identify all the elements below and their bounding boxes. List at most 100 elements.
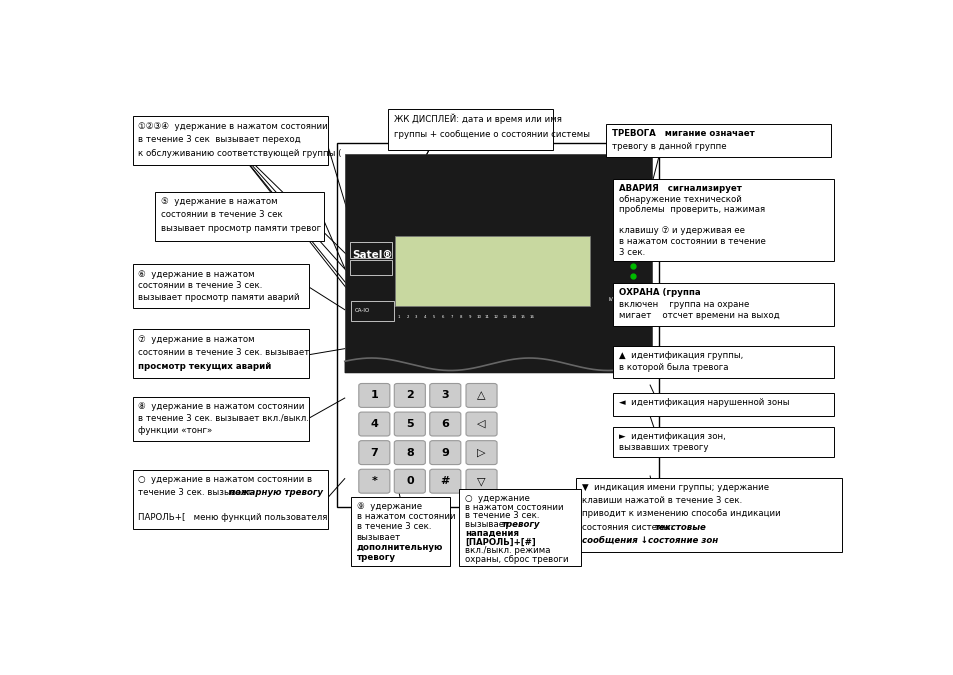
Text: 12: 12: [494, 315, 498, 319]
Text: ЖК ДИСПЛЕЙ: дата и время или имя: ЖК ДИСПЛЕЙ: дата и время или имя: [394, 114, 560, 124]
Text: IV: IV: [608, 297, 613, 302]
FancyBboxPatch shape: [465, 383, 497, 408]
FancyBboxPatch shape: [358, 383, 390, 408]
Text: 8: 8: [459, 315, 461, 319]
FancyBboxPatch shape: [465, 441, 497, 464]
Text: течение 3 сек. вызывает: течение 3 сек. вызывает: [138, 488, 254, 497]
Text: 15: 15: [520, 315, 525, 319]
Text: в течение 3 сек.: в течение 3 сек.: [465, 512, 539, 520]
Text: ◁: ◁: [476, 419, 485, 429]
Text: 9: 9: [468, 315, 471, 319]
Text: ○  удержание: ○ удержание: [465, 494, 530, 503]
Text: 4: 4: [370, 419, 378, 429]
Text: нападения: нападения: [465, 529, 518, 538]
Text: 6: 6: [441, 419, 449, 429]
Text: в которой была тревога: в которой была тревога: [618, 363, 728, 372]
Text: к обслуживанию соответствующей группы (: к обслуживанию соответствующей группы (: [138, 148, 341, 157]
Text: ◄  идентификация нарушенной зоны: ◄ идентификация нарушенной зоны: [618, 398, 789, 407]
Text: Satel®: Satel®: [352, 250, 393, 260]
Text: *: *: [371, 476, 376, 486]
Text: АВАРИЯ   сигнализирует: АВАРИЯ сигнализирует: [618, 184, 741, 193]
Text: ⑥  удержание в нажатом: ⑥ удержание в нажатом: [138, 270, 254, 279]
FancyBboxPatch shape: [429, 412, 460, 436]
FancyBboxPatch shape: [132, 397, 309, 441]
Text: ①②③④  удержание в нажатом состоянии: ①②③④ удержание в нажатом состоянии: [138, 122, 328, 130]
FancyBboxPatch shape: [576, 478, 841, 552]
Text: ⑦  удержание в нажатом: ⑦ удержание в нажатом: [138, 335, 254, 344]
Text: ⑤  удержание в нажатом: ⑤ удержание в нажатом: [160, 197, 277, 206]
FancyBboxPatch shape: [394, 412, 425, 436]
Text: тревогу: тревогу: [501, 520, 539, 529]
Text: 9: 9: [441, 448, 449, 458]
Text: 4: 4: [424, 315, 426, 319]
Text: 8: 8: [406, 448, 414, 458]
Text: охраны, сброс тревоги: охраны, сброс тревоги: [465, 555, 568, 564]
Text: ⑨  удержание: ⑨ удержание: [356, 502, 421, 511]
FancyBboxPatch shape: [358, 441, 390, 464]
Text: 1: 1: [397, 315, 399, 319]
Text: 1: 1: [370, 390, 377, 400]
Text: ○  удержание в нажатом состоянии в: ○ удержание в нажатом состоянии в: [138, 475, 313, 484]
Text: текстовые: текстовые: [654, 522, 706, 532]
Text: группы + сообщение о состоянии системы: группы + сообщение о состоянии системы: [394, 130, 589, 139]
FancyBboxPatch shape: [132, 329, 309, 378]
Text: мигает    отсчет времени на выход: мигает отсчет времени на выход: [618, 311, 779, 321]
FancyBboxPatch shape: [613, 283, 833, 326]
Text: в нажатом состоянии в течение: в нажатом состоянии в течение: [618, 237, 765, 246]
Text: 2: 2: [406, 390, 414, 400]
Text: ◎: ◎: [615, 304, 623, 315]
Text: состоянии в течение 3 сек. вызывает: состоянии в течение 3 сек. вызывает: [138, 348, 310, 357]
FancyBboxPatch shape: [132, 116, 328, 165]
Text: состояния системы:: состояния системы:: [581, 522, 676, 532]
FancyBboxPatch shape: [429, 441, 460, 464]
Text: в нажатом состоянии: в нажатом состоянии: [465, 503, 563, 512]
Text: состоянии в течение 3 сек.: состоянии в течение 3 сек.: [138, 281, 263, 290]
Text: ▼  индикация имени группы; удержание: ▼ индикация имени группы; удержание: [581, 483, 768, 492]
Text: ⚠: ⚠: [616, 243, 623, 252]
Text: ▷: ▷: [476, 448, 485, 458]
Text: ►  идентификация зон,: ► идентификация зон,: [618, 432, 725, 441]
FancyBboxPatch shape: [459, 489, 580, 566]
Text: 2: 2: [406, 315, 409, 319]
Text: ⑧  удержание в нажатом состоянии: ⑧ удержание в нажатом состоянии: [138, 402, 305, 411]
Text: 13: 13: [502, 315, 507, 319]
FancyBboxPatch shape: [358, 469, 390, 493]
Text: вызвавших тревогу: вызвавших тревогу: [618, 443, 708, 452]
Text: тревогу: тревогу: [356, 553, 395, 562]
Text: функции «тонг»: функции «тонг»: [138, 426, 213, 435]
Text: в течение 3 сек.: в течение 3 сек.: [356, 522, 431, 531]
FancyBboxPatch shape: [132, 470, 328, 529]
FancyBboxPatch shape: [605, 124, 830, 157]
Text: включен    группа на охране: включен группа на охране: [618, 300, 749, 308]
Text: 3: 3: [415, 315, 417, 319]
Text: дополнительную: дополнительную: [356, 543, 442, 552]
FancyBboxPatch shape: [351, 497, 449, 566]
FancyBboxPatch shape: [613, 427, 833, 457]
Text: клавишу ⑦ и удерживая ее: клавишу ⑦ и удерживая ее: [618, 226, 744, 236]
Text: #: #: [440, 476, 450, 486]
Text: обнаружение технической: обнаружение технической: [618, 194, 741, 204]
Text: в нажатом состоянии: в нажатом состоянии: [356, 512, 455, 521]
Text: 3 сек.: 3 сек.: [618, 248, 644, 256]
FancyBboxPatch shape: [429, 383, 460, 408]
FancyBboxPatch shape: [394, 441, 425, 464]
Text: приводит к изменению способа индикации: приводит к изменению способа индикации: [581, 510, 780, 518]
Text: проблемы  проверить, нажимая: проблемы проверить, нажимая: [618, 205, 764, 214]
Text: вкл./выкл. режима: вкл./выкл. режима: [465, 546, 550, 555]
Text: ▲  идентификация группы,: ▲ идентификация группы,: [618, 351, 742, 360]
Text: ТРЕВОГА   мигание означает: ТРЕВОГА мигание означает: [611, 130, 754, 138]
FancyBboxPatch shape: [395, 236, 590, 306]
Text: вызывает просмотр памяти тревог: вызывает просмотр памяти тревог: [160, 224, 320, 233]
FancyBboxPatch shape: [613, 179, 833, 261]
FancyBboxPatch shape: [132, 265, 309, 308]
Text: ПАРОЛЬ+[   меню функций пользователя: ПАРОЛЬ+[ меню функций пользователя: [138, 513, 328, 522]
FancyBboxPatch shape: [465, 469, 497, 493]
Text: вызывает просмотр памяти аварий: вызывает просмотр памяти аварий: [138, 293, 300, 302]
Text: 6: 6: [441, 315, 444, 319]
Text: вызывает: вызывает: [356, 533, 400, 541]
Text: сообщения ↓состояние зон: сообщения ↓состояние зон: [581, 536, 718, 545]
FancyBboxPatch shape: [344, 154, 651, 372]
Text: пожарную тревогу: пожарную тревогу: [229, 488, 322, 497]
Text: [ПАРОЛЬ]+[#]: [ПАРОЛЬ]+[#]: [465, 537, 536, 546]
Text: просмотр текущих аварий: просмотр текущих аварий: [138, 362, 272, 371]
